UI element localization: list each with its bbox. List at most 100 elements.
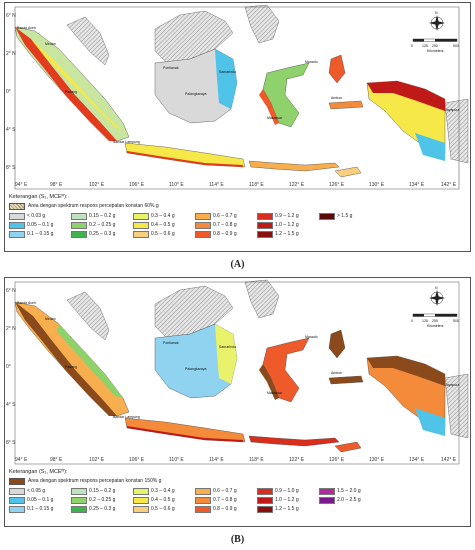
- legend-item: 1.0 – 1.2 g: [257, 496, 315, 504]
- legend-title: Keterangan (S₁, MCEᴿ):: [9, 194, 68, 200]
- scale-bar: 0 125 250 500 Kilometers: [411, 38, 459, 53]
- legend-swatch: [71, 221, 87, 229]
- svg-text:134° E: 134° E: [409, 182, 425, 188]
- lat-labels: 6° N 2° N 0° 4° S 8° S: [6, 288, 16, 446]
- nusa-tenggara: [248, 435, 340, 447]
- legend-swatch: [319, 487, 335, 495]
- legend-label: < 0.05 g: [27, 487, 46, 494]
- svg-text:106° E: 106° E: [129, 182, 145, 188]
- svg-text:114° E: 114° E: [209, 182, 224, 188]
- papua-north-hazard: [367, 356, 445, 386]
- svg-text:250: 250: [432, 44, 438, 48]
- papua-south: [415, 408, 445, 436]
- svg-text:130° E: 130° E: [369, 182, 385, 188]
- legend-label: 1.2 – 1.5 g: [275, 230, 299, 237]
- legend-swatch: [133, 487, 149, 495]
- svg-text:130° E: 130° E: [369, 457, 385, 463]
- legend-title: Keterangan (S₁, MCEᴿ):: [9, 469, 68, 475]
- svg-text:Manado: Manado: [305, 335, 318, 339]
- hatch-swatch: [9, 202, 25, 210]
- svg-text:Medan: Medan: [45, 42, 56, 46]
- legend-label: 0.7 – 0.8 g: [213, 221, 237, 228]
- java-south-hazard: [127, 426, 243, 442]
- svg-text:114° E: 114° E: [209, 457, 224, 463]
- svg-text:Banda Aceh: Banda Aceh: [17, 26, 36, 30]
- legend-label: 0.4 – 0.5 g: [151, 221, 175, 228]
- svg-text:Medan: Medan: [45, 317, 56, 321]
- kalimantan-east: [215, 324, 237, 384]
- svg-text:Ambon: Ambon: [331, 96, 342, 100]
- legend-item: 1.5 – 2.0 g: [319, 487, 377, 495]
- legend-label: 0.2 – 0.25 g: [89, 221, 116, 228]
- legend-grid-a: < 0.03 g 0.05 – 0.1 g 0.1 – 0.15 g 0.15 – 0…: [9, 212, 377, 238]
- svg-text:Jayapura: Jayapura: [445, 383, 459, 387]
- legend-label: < 0.03 g: [27, 212, 46, 219]
- legend-swatch: [195, 496, 211, 504]
- legend-swatch: [9, 212, 25, 220]
- seram: [328, 375, 364, 385]
- legend-label: > 1.5 g: [337, 212, 353, 219]
- svg-text:8° S: 8° S: [6, 165, 16, 171]
- legend-item: 0.1 – 0.15 g: [9, 505, 67, 513]
- svg-text:8° S: 8° S: [6, 440, 16, 446]
- svg-text:125: 125: [422, 319, 428, 323]
- legend-item: < 0.03 g: [9, 212, 67, 220]
- kalimantan-east: [215, 49, 237, 109]
- svg-text:122° E: 122° E: [289, 457, 305, 463]
- svg-text:Palangkaraya: Palangkaraya: [185, 92, 206, 96]
- lon-labels: 94° E 98° E 102° E 106° E 110° E 114° E …: [15, 457, 457, 463]
- svg-text:N: N: [435, 286, 438, 290]
- legend-label: 0.1 – 0.15 g: [27, 505, 54, 512]
- legend-label: 0.25 – 0.3 g: [89, 230, 116, 237]
- svg-text:500: 500: [453, 44, 459, 48]
- svg-text:Bandar Lampung: Bandar Lampung: [113, 140, 140, 144]
- legend-item: 0.1 – 0.15 g: [9, 230, 67, 238]
- sumatra-mid-hazard: [31, 39, 123, 131]
- legend-item: 0.7 – 0.8 g: [195, 221, 253, 229]
- svg-text:102° E: 102° E: [89, 457, 105, 463]
- halmahera: [328, 329, 346, 359]
- malaysia-peninsula: [66, 291, 110, 341]
- svg-text:0: 0: [411, 319, 413, 323]
- legend-swatch: [319, 496, 335, 504]
- legend-swatch: [319, 212, 335, 220]
- legend-label: 0.9 – 1.2 g: [275, 212, 299, 219]
- legend-label: 0.4 – 0.5 g: [151, 496, 175, 503]
- legend-swatch: [133, 212, 149, 220]
- legend-item: 0.25 – 0.3 g: [71, 505, 129, 513]
- legend-label: 1.5 – 2.0 g: [337, 487, 361, 494]
- legend-item: 0.2 – 0.25 g: [71, 496, 129, 504]
- svg-text:102° E: 102° E: [89, 182, 105, 188]
- hatch-swatch: [9, 477, 25, 485]
- legend-swatch: [257, 505, 273, 513]
- north-arrow-icon: N: [429, 11, 445, 31]
- svg-text:98° E: 98° E: [50, 182, 63, 188]
- svg-text:0°: 0°: [6, 89, 11, 95]
- caption-a: (A): [230, 259, 245, 270]
- legend-swatch: [71, 230, 87, 238]
- legend-item: 0.5 – 0.6 g: [133, 505, 191, 513]
- svg-text:Samarinda: Samarinda: [219, 345, 236, 349]
- svg-text:142° E: 142° E: [441, 457, 457, 463]
- legend-item: 0.5 – 0.6 g: [133, 230, 191, 238]
- svg-text:118° E: 118° E: [249, 182, 264, 188]
- svg-text:Banda Aceh: Banda Aceh: [17, 301, 36, 305]
- svg-text:2° N: 2° N: [6, 51, 16, 57]
- legend-label: 0.2 – 0.25 g: [89, 496, 116, 503]
- svg-text:Jayapura: Jayapura: [445, 108, 459, 112]
- legend-label: 0.15 – 0.2 g: [89, 487, 116, 494]
- legend-swatch: [71, 505, 87, 513]
- svg-text:6° N: 6° N: [6, 288, 16, 294]
- svg-text:Makassar: Makassar: [267, 391, 283, 395]
- hazard-map-panel-b: 94° E 98° E 102° E 106° E 110° E 114° E …: [4, 277, 471, 527]
- legend-label: 1.0 – 1.2 g: [275, 496, 299, 503]
- legend-swatch: [71, 487, 87, 495]
- legend-item: 0.2 – 0.25 g: [71, 221, 129, 229]
- malaysia-peninsula: [66, 16, 110, 66]
- legend-item: 0.25 – 0.3 g: [71, 230, 129, 238]
- nusa-tenggara: [248, 160, 340, 172]
- papua-north-hazard: [367, 81, 445, 111]
- hatch-label: Area dengan spektrum respons percepatan …: [28, 477, 162, 484]
- lon-labels: 94° E 98° E 102° E 106° E 110° E 114° E …: [15, 182, 457, 188]
- legend-swatch: [257, 230, 273, 238]
